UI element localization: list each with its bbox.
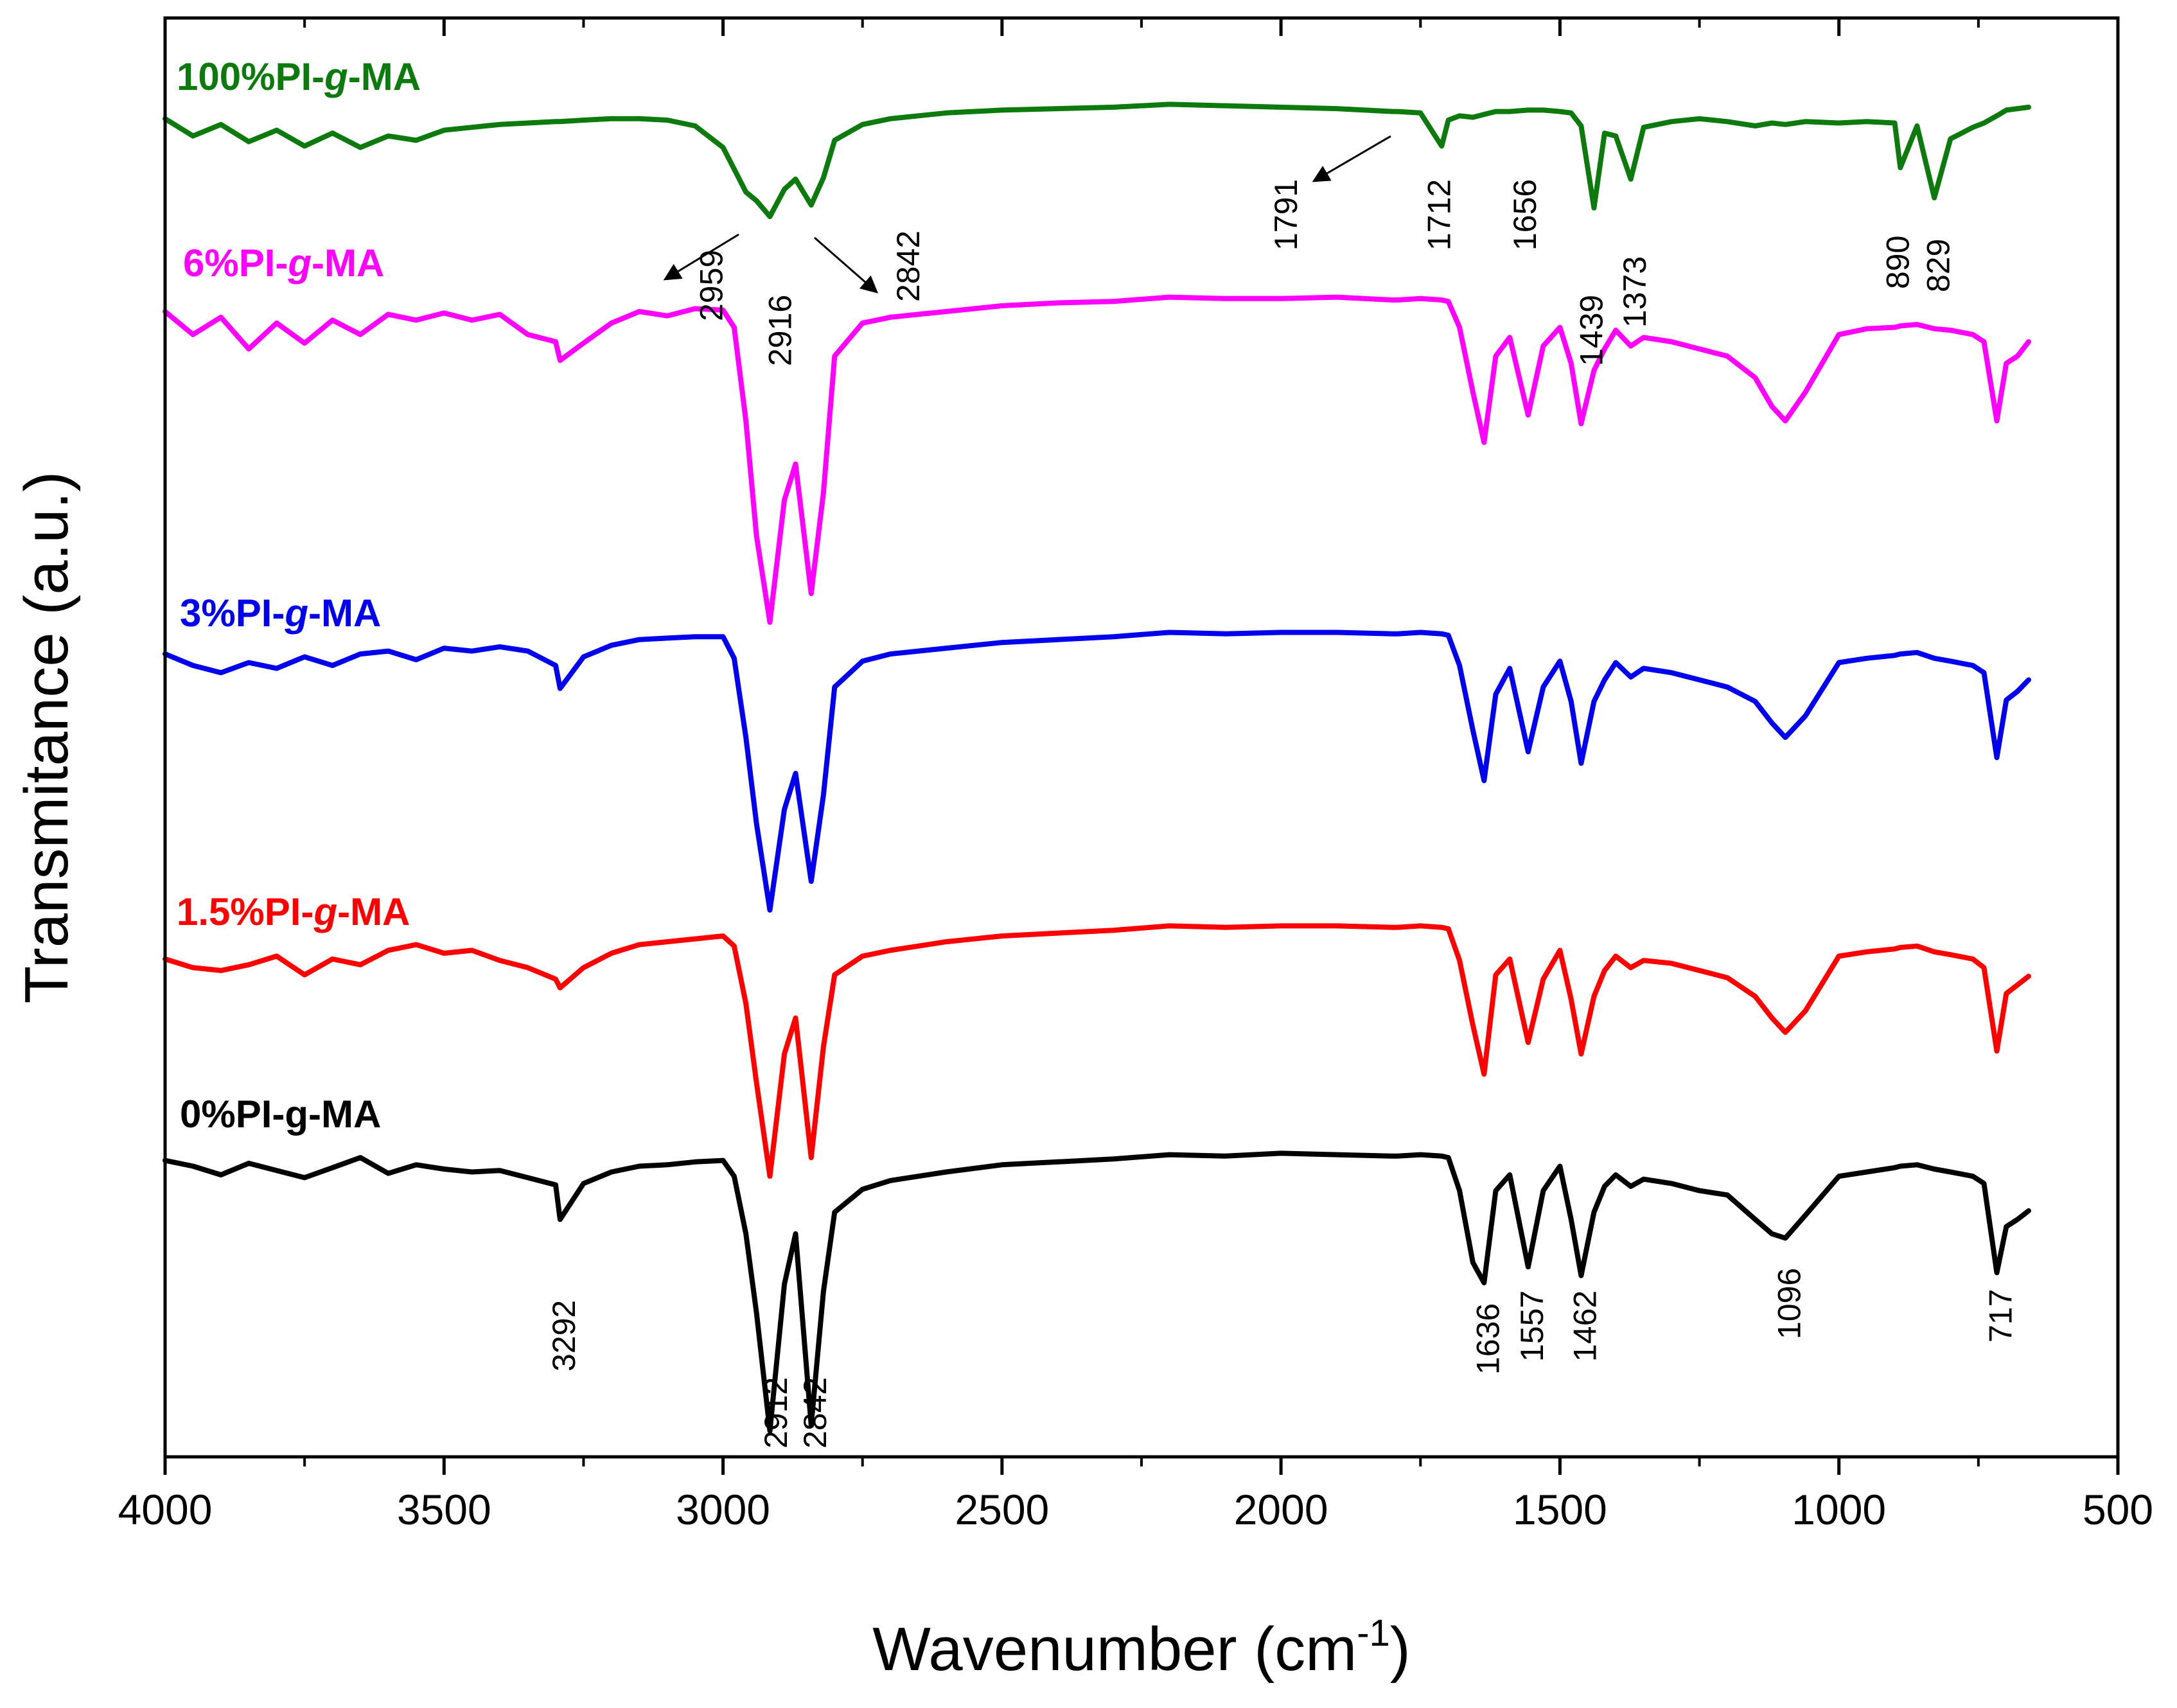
series-label-suffix: -MA: [308, 592, 381, 635]
peak-label-16: 1096: [1772, 1268, 1808, 1339]
series-label-main: 0%PI-g-MA: [180, 1093, 381, 1136]
peak-label-11: 2912: [758, 1377, 794, 1448]
series-label-italic: g: [313, 890, 337, 933]
x-axis-title-suffix: ): [1390, 1615, 1411, 1684]
series-layer: [163, 101, 2031, 1434]
series-labels: 100%PI-g-MA6%PI-g-MA3%PI-g-MA1.5%PI-g-MA…: [177, 55, 421, 1136]
peak-label-5: 1656: [1507, 179, 1543, 251]
series-label-italic: g: [284, 592, 308, 635]
peak-label-1: 2916: [762, 295, 798, 366]
series-line-3: [163, 923, 2031, 1179]
plot-frame: [163, 16, 2120, 1459]
peak-label-4: 1712: [1422, 179, 1458, 251]
peak-label-8: 890: [1880, 236, 1916, 289]
series-line-2: [163, 629, 2031, 913]
peak-arrow-2: [1312, 135, 1391, 182]
series-label-italic: g: [287, 242, 312, 285]
series-label-4: 0%PI-g-MA: [180, 1093, 381, 1136]
y-axis-title: Transmitance (a.u.): [12, 471, 81, 1004]
x-tick-label-0: 4000: [118, 1486, 213, 1533]
peak-label-15: 1462: [1567, 1290, 1603, 1362]
series-label-main: 6%PI-: [183, 242, 288, 285]
peak-label-14: 1557: [1514, 1290, 1550, 1362]
x-tick-label-4: 2000: [1234, 1486, 1328, 1533]
x-tick-label-6: 1000: [1792, 1486, 1886, 1533]
x-tick-label-2: 3000: [676, 1486, 770, 1533]
x-axis-title: Wavenumber (cm-1): [872, 1612, 1410, 1684]
x-tick-label-3: 2500: [955, 1486, 1049, 1533]
peak-label-9: 829: [1920, 239, 1956, 292]
peak-arrow-1: [814, 236, 879, 294]
peak-label-13: 1636: [1470, 1303, 1506, 1375]
series-label-main: 3%PI-: [180, 592, 285, 635]
series-line-0: [163, 101, 2031, 220]
series-label-main: 1.5%PI-: [177, 890, 313, 933]
x-tick-label-1: 3500: [397, 1486, 491, 1533]
series-label-suffix: -MA: [348, 55, 421, 98]
series-label-2: 3%PI-g-MA: [180, 592, 381, 635]
peak-label-17: 717: [1983, 1289, 2019, 1343]
series-label-italic: g: [324, 55, 348, 98]
series-label-suffix: -MA: [337, 890, 410, 933]
series-label-main: 100%PI-: [177, 55, 324, 98]
peak-arrow-0: [663, 233, 739, 281]
x-axis-title-sup: -1: [1357, 1612, 1390, 1654]
peak-label-10: 3292: [546, 1300, 582, 1371]
series-label-3: 1.5%PI-g-MA: [177, 890, 410, 933]
series-line-1: [163, 294, 2031, 625]
peak-label-0: 2959: [693, 250, 729, 321]
series-line-4: [163, 1150, 2031, 1434]
axes: 4000 3500 3000 2500 2000 1500 1000 500 Wavenumbe…: [12, 16, 2153, 1684]
series-label-suffix: -MA: [312, 242, 384, 285]
peak-label-3: 1791: [1268, 179, 1304, 251]
x-tick-label-7: 500: [2083, 1486, 2153, 1533]
series-label-0: 100%PI-g-MA: [177, 55, 421, 98]
x-tick-label-5: 1500: [1513, 1486, 1607, 1533]
peak-label-6: 1439: [1574, 295, 1610, 366]
peak-label-7: 1373: [1617, 256, 1653, 328]
peak-label-2: 2842: [890, 231, 926, 302]
peak-label-12: 2842: [797, 1377, 833, 1448]
x-axis-title-main: Wavenumber (cm: [872, 1615, 1357, 1684]
series-label-1: 6%PI-g-MA: [183, 242, 384, 285]
